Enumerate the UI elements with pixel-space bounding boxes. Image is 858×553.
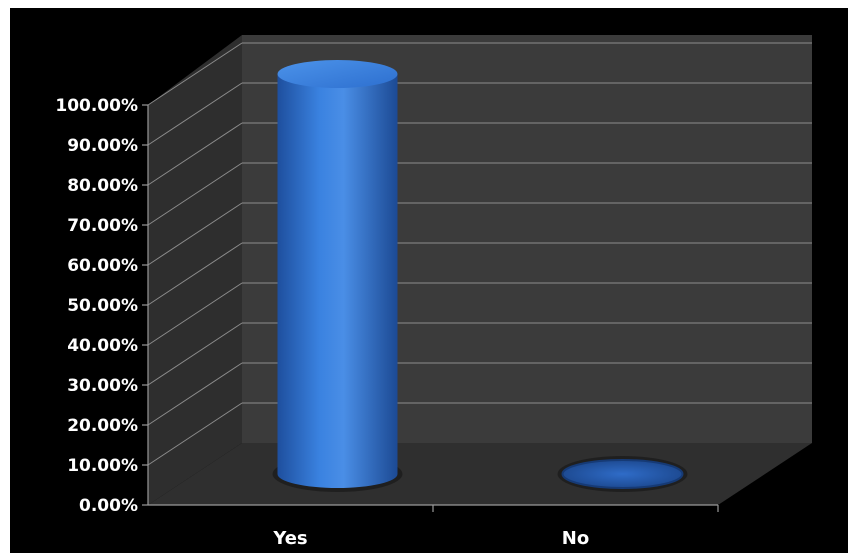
y-axis-ticks: 0.00% 10.00% 20.00% 30.00% 40.00% 50.00% 60.00… bbox=[55, 96, 148, 516]
floor bbox=[148, 443, 812, 505]
bar-yes bbox=[277, 74, 398, 488]
side-gridline bbox=[147, 202, 243, 266]
side-wall bbox=[148, 35, 242, 505]
x-label-no: No bbox=[562, 528, 589, 549]
side-gridline bbox=[147, 82, 243, 146]
bar-top-yes bbox=[277, 60, 398, 88]
y-tick-label: 40.00% bbox=[67, 336, 138, 356]
y-tick-label: 10.00% bbox=[67, 456, 138, 476]
y-tick-label: 50.00% bbox=[67, 296, 138, 316]
y-tick-label: 0.00% bbox=[79, 496, 138, 516]
side-gridline bbox=[147, 122, 243, 186]
side-gridline bbox=[147, 402, 243, 466]
y-tick-label: 60.00% bbox=[67, 256, 138, 276]
side-gridline bbox=[147, 242, 243, 306]
side-gridline bbox=[147, 362, 243, 426]
bars bbox=[272, 60, 688, 492]
x-label-yes: Yes bbox=[272, 528, 307, 549]
y-tick-label: 90.00% bbox=[67, 136, 138, 156]
bar-no bbox=[561, 459, 684, 489]
side-gridline bbox=[147, 162, 243, 226]
y-tick-label: 20.00% bbox=[67, 416, 138, 436]
side-gridline bbox=[147, 282, 243, 346]
side-gridline bbox=[147, 322, 243, 386]
y-tick-label: 70.00% bbox=[67, 216, 138, 236]
y-tick-label: 30.00% bbox=[67, 376, 138, 396]
x-axis-labels: Yes No bbox=[272, 505, 719, 549]
side-gridline bbox=[147, 42, 243, 106]
y-tick-label: 100.00% bbox=[55, 96, 138, 116]
y-tick-label: 80.00% bbox=[67, 176, 138, 196]
